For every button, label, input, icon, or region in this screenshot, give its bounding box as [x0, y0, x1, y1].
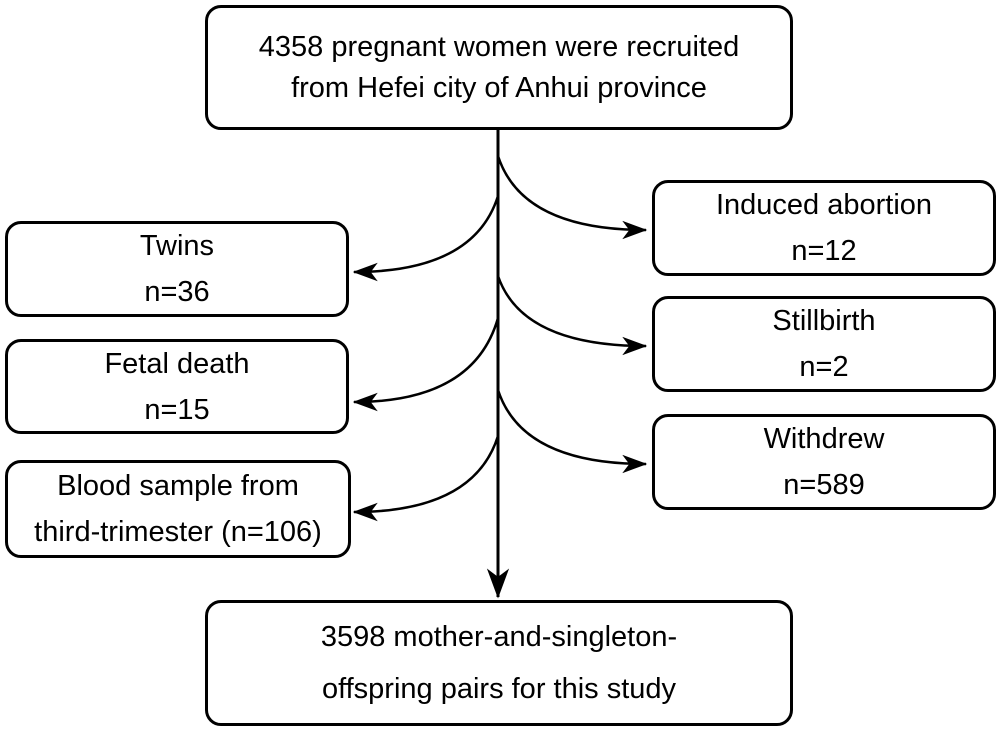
final-sample-box: 3598 mother-and-singleton- offspring pai… [205, 600, 793, 726]
fetal-death-label: Fetal death [104, 347, 250, 380]
withdrew-count: n=589 [783, 469, 865, 501]
induced-abortion-count: n=12 [791, 235, 857, 267]
withdrew-label: Withdrew [763, 423, 885, 455]
stillbirth-box: Stillbirth n=2 [652, 296, 996, 392]
fetal-death-count: n=15 [144, 393, 210, 426]
stillbirth-label: Stillbirth [772, 305, 876, 337]
blood-sample-box: Blood sample from third-trimester (n=106… [5, 460, 351, 558]
recruited-box: 4358 pregnant women were recruited from … [205, 5, 793, 130]
induced-abortion-label: Induced abortion [715, 189, 933, 221]
arrow-to-induced-abortion [496, 155, 648, 240]
blood-sample-line2: third-trimester (n=106) [34, 516, 322, 548]
fetal-death-box: Fetal death n=15 [5, 339, 349, 434]
recruited-line2: from Hefei city of Anhui province [291, 71, 707, 104]
final-sample-line1: 3598 mother-and-singleton- [320, 621, 678, 653]
twins-box: Twins n=36 [5, 221, 349, 317]
induced-abortion-box: Induced abortion n=12 [652, 180, 996, 276]
stillbirth-count: n=2 [799, 351, 849, 383]
recruited-line1: 4358 pregnant women were recruited [258, 30, 740, 63]
withdrew-box: Withdrew n=589 [652, 414, 996, 510]
final-sample-line2: offspring pairs for this study [321, 673, 677, 705]
arrow-to-blood-sample [352, 435, 500, 522]
twins-label: Twins [139, 230, 215, 262]
arrow-to-stillbirth [496, 275, 648, 356]
twins-count: n=36 [144, 276, 210, 308]
arrow-to-twins [352, 195, 500, 282]
blood-sample-line1: Blood sample from [57, 470, 299, 502]
arrow-to-withdrew [496, 389, 648, 474]
arrow-to-fetal-death [352, 317, 500, 412]
